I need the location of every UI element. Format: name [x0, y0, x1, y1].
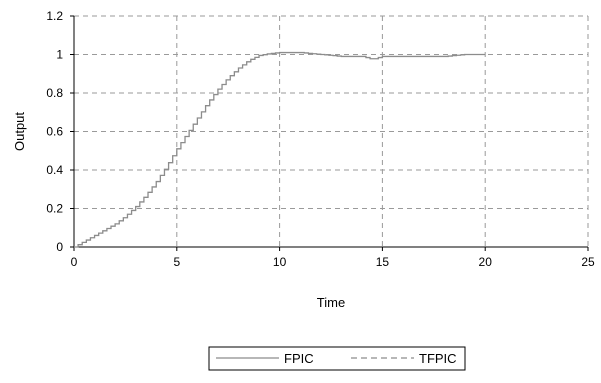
y-tick-label: 0: [56, 240, 63, 254]
tick-labels: 0 5 10 15 20 25 0 0.2 0.4 0.6 0.8 1 1.2: [46, 9, 595, 269]
legend-label-tfpic: TFPIC: [419, 351, 457, 366]
y-tick-label: 1.2: [46, 9, 63, 23]
x-axis-label: Time: [317, 295, 345, 310]
y-tick-label: 0.2: [46, 202, 63, 216]
y-tick-label: 0.4: [46, 163, 63, 177]
x-tick-label: 15: [376, 255, 390, 269]
y-tick-label: 0.6: [46, 125, 63, 139]
y-tick-label: 1: [56, 48, 63, 62]
series-line-fpic: [74, 51, 486, 248]
x-tick-label: 20: [479, 255, 493, 269]
x-tick-label: 0: [71, 255, 78, 269]
legend-label-fpic: FPIC: [284, 351, 314, 366]
legend: FPIC TFPIC: [208, 346, 466, 371]
grid: [74, 15, 589, 247]
x-tick-label: 5: [173, 255, 180, 269]
x-tick-label: 10: [273, 255, 287, 269]
series-group: [74, 51, 486, 248]
y-axis-label: Output: [12, 112, 27, 151]
y-tick-label: 0.8: [46, 86, 63, 100]
x-tick-label: 25: [581, 255, 595, 269]
legend-box: [208, 346, 466, 371]
